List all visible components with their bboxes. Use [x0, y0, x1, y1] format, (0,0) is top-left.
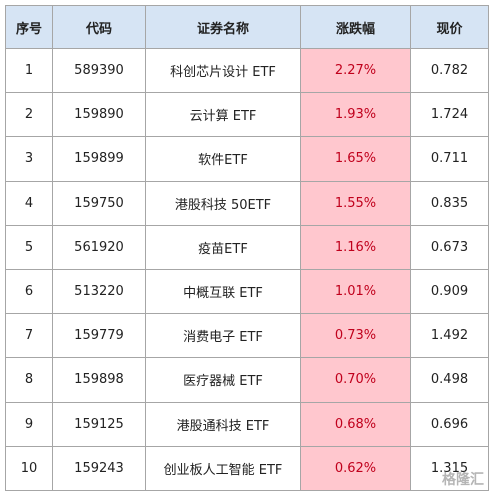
table-cell: 1.65% — [300, 136, 411, 182]
header-cell: 证券名称 — [145, 5, 301, 49]
table-cell: 0.835 — [410, 180, 489, 226]
header-cell: 现价 — [410, 5, 489, 49]
table-cell: 0.68% — [300, 401, 411, 447]
table-cell: 2 — [5, 92, 53, 138]
table-cell: 1.93% — [300, 92, 411, 138]
table-cell: 8 — [5, 357, 53, 403]
table-cell: 消费电子 ETF — [145, 313, 301, 359]
table-cell: 云计算 ETF — [145, 92, 301, 138]
table-row: 5 561920 疫苗ETF 1.16% 0.673 — [5, 224, 489, 270]
table-cell: 0.73% — [300, 313, 411, 359]
table-cell: 9 — [5, 401, 53, 447]
header-cell: 序号 — [5, 5, 53, 49]
table-cell: 159899 — [52, 136, 146, 182]
table-cell: 159750 — [52, 180, 146, 226]
table-cell: 513220 — [52, 268, 146, 315]
table-cell: 0.909 — [410, 268, 489, 315]
table-row: 8 159898 医疗器械 ETF 0.70% 0.498 — [5, 357, 489, 403]
table-cell: 科创芯片设计 ETF — [145, 47, 301, 94]
table-cell: 589390 — [52, 47, 146, 94]
table-cell: 中概互联 ETF — [145, 268, 301, 315]
table-row: 6 513220 中概互联 ETF 1.01% 0.909 — [5, 268, 489, 315]
table-cell: 软件ETF — [145, 136, 301, 182]
table-row: 7 159779 消费电子 ETF 0.73% 1.492 — [5, 313, 489, 359]
table-cell: 159125 — [52, 401, 146, 447]
table-row: 4 159750 港股科技 50ETF 1.55% 0.835 — [5, 180, 489, 226]
table-cell: 159890 — [52, 92, 146, 138]
table-cell: 0.711 — [410, 136, 489, 182]
table-cell: 港股通科技 ETF — [145, 401, 301, 447]
table-cell: 创业板人工智能 ETF — [145, 445, 301, 491]
table-cell: 3 — [5, 136, 53, 182]
table-cell: 0.498 — [410, 357, 489, 403]
table-row: 9 159125 港股通科技 ETF 0.68% 0.696 — [5, 401, 489, 447]
table-cell: 0.62% — [300, 445, 411, 491]
table-cell: 6 — [5, 268, 53, 315]
table-cell: 港股科技 50ETF — [145, 180, 301, 226]
table-row: 10 159243 创业板人工智能 ETF 0.62% 1.315 — [5, 445, 489, 491]
table-cell: 1.55% — [300, 180, 411, 226]
table-cell: 1.492 — [410, 313, 489, 359]
table-cell: 疫苗ETF — [145, 224, 301, 270]
table-cell: 1.315 — [410, 445, 489, 491]
table-cell: 1.01% — [300, 268, 411, 315]
watermark: 格隆汇 — [442, 472, 484, 488]
table-cell: 医疗器械 ETF — [145, 357, 301, 403]
header-row: 序号 代码 证券名称 涨跌幅 现价 — [5, 5, 489, 49]
table-cell: 159243 — [52, 445, 146, 491]
table-cell: 0.673 — [410, 224, 489, 270]
table-cell: 0.70% — [300, 357, 411, 403]
table-body: 1 589390 科创芯片设计 ETF 2.27% 0.782 2 159890 云计算 ET… — [5, 47, 489, 491]
table-cell: 1 — [5, 47, 53, 94]
table-row: 2 159890 云计算 ETF 1.93% 1.724 — [5, 92, 489, 138]
table-cell: 7 — [5, 313, 53, 359]
table-cell: 159779 — [52, 313, 146, 359]
table-cell: 0.696 — [410, 401, 489, 447]
table-cell: 2.27% — [300, 47, 411, 94]
header-cell: 代码 — [52, 5, 146, 49]
header-cell: 涨跌幅 — [300, 5, 411, 49]
table-cell: 4 — [5, 180, 53, 226]
table-cell: 1.16% — [300, 224, 411, 270]
table-cell: 159898 — [52, 357, 146, 403]
ranking-table: 序号 代码 证券名称 涨跌幅 现价 1 589390 科创芯片设计 ETF 2.27% 0.78… — [5, 5, 489, 491]
table-cell: 10 — [5, 445, 53, 491]
table-cell: 561920 — [52, 224, 146, 270]
table-cell: 5 — [5, 224, 53, 270]
table-cell: 1.724 — [410, 92, 489, 138]
table-row: 3 159899 软件ETF 1.65% 0.711 — [5, 136, 489, 182]
table-row: 1 589390 科创芯片设计 ETF 2.27% 0.782 — [5, 47, 489, 94]
table-cell: 0.782 — [410, 47, 489, 94]
